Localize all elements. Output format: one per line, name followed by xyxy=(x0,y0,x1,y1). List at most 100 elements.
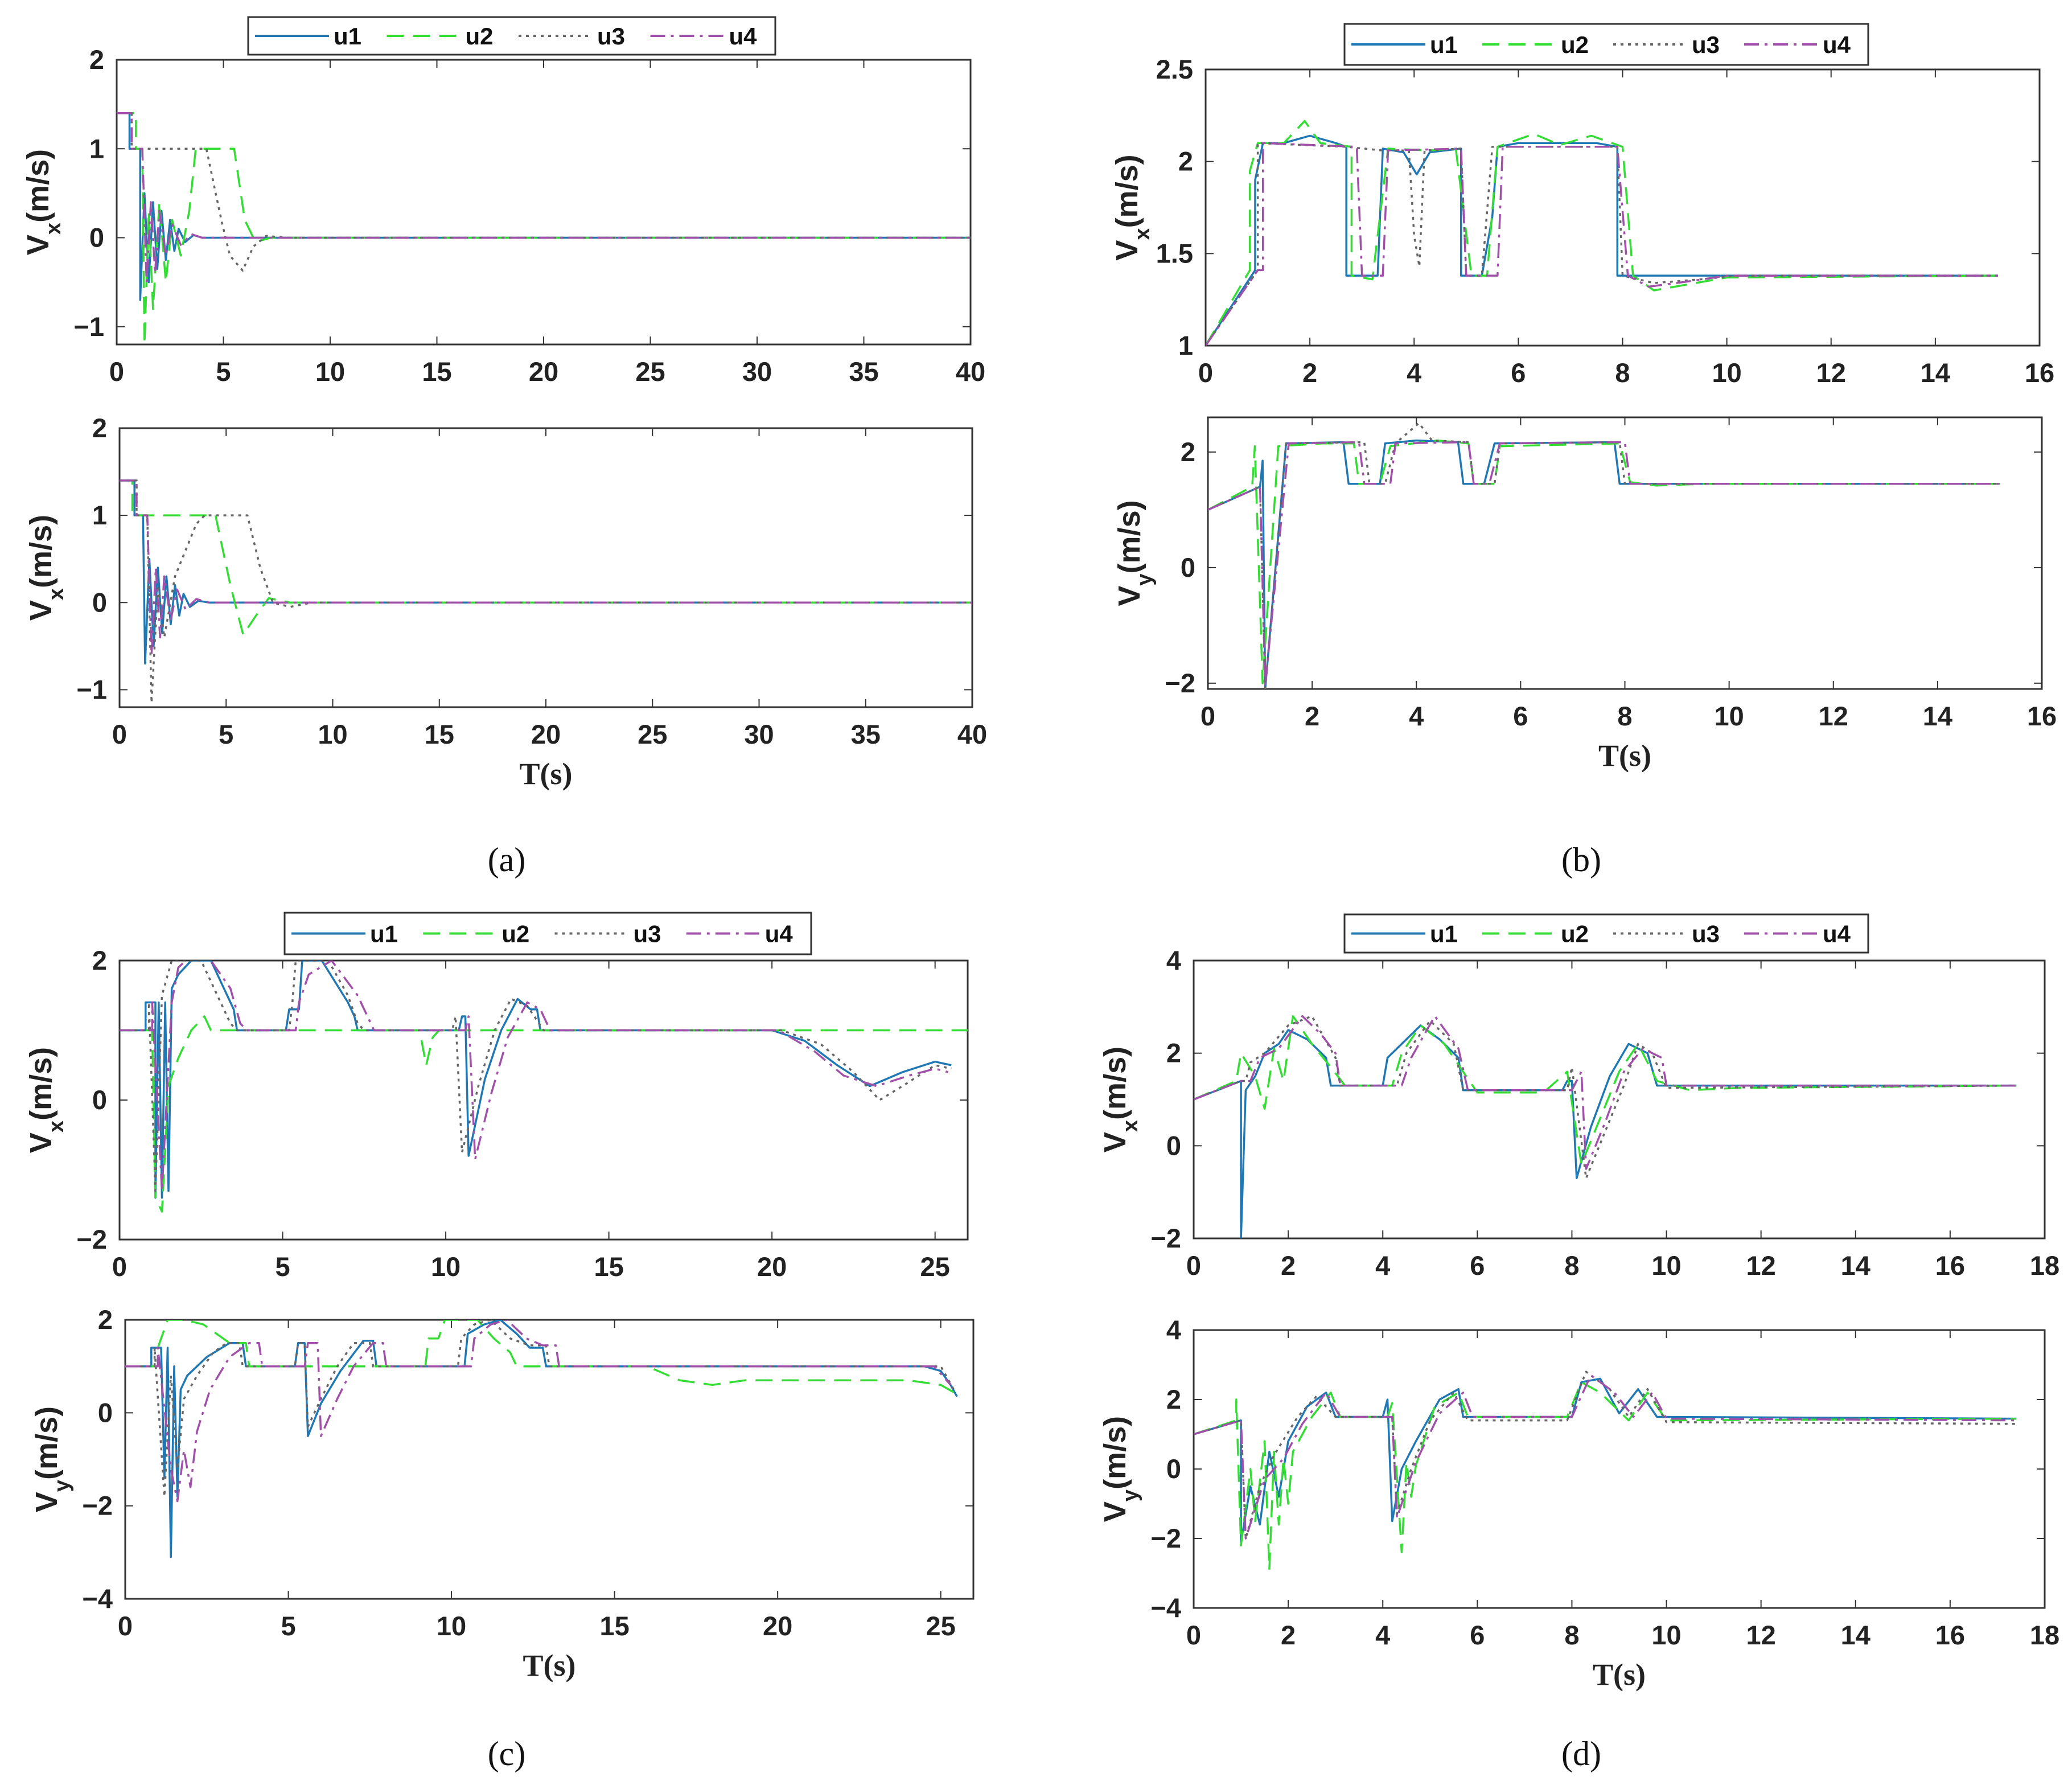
y-tick-label: −2 xyxy=(1165,668,1195,698)
x-tick-label: 20 xyxy=(529,356,558,387)
x-axis-label: T(s) xyxy=(523,1648,576,1683)
plot-area xyxy=(1193,1329,2046,1609)
y-tick-label: 1 xyxy=(1178,330,1193,360)
y-axis-label-unit: (m/s) xyxy=(1110,154,1144,228)
series-line-u4 xyxy=(1208,441,2000,687)
y-axis-label-main: V xyxy=(1110,240,1144,261)
x-tick-label: 10 xyxy=(1714,701,1744,731)
y-tick-label: 2 xyxy=(92,945,107,975)
x-tick-label: 12 xyxy=(1816,358,1846,388)
x-tick-label: 12 xyxy=(1746,1250,1776,1281)
legend: u1 u2 u3 u4 xyxy=(283,912,812,955)
y-tick-label: 1 xyxy=(92,500,107,530)
y-tick-label: 0 xyxy=(92,1085,107,1115)
series-line-u2 xyxy=(120,1015,968,1213)
x-tick-label: 12 xyxy=(1819,701,1848,731)
x-tick-label: 0 xyxy=(112,1252,127,1282)
series-group xyxy=(117,112,971,344)
x-tick-label: 16 xyxy=(2025,358,2054,388)
series-line-u2 xyxy=(120,479,972,636)
y-tick-label: 2 xyxy=(92,413,107,443)
x-tick-label: 10 xyxy=(318,719,347,749)
y-axis-label: Vy(m/s) xyxy=(1112,500,1157,606)
y-axis-label-sub: y xyxy=(1133,573,1157,585)
y-tick-label: −2 xyxy=(1150,1223,1181,1253)
legend: u1 u2 u3 u4 xyxy=(1343,23,1869,66)
y-tick-label: 0 xyxy=(1166,1130,1181,1160)
y-tick-label: 4 xyxy=(1166,945,1181,975)
x-axis-label: T(s) xyxy=(1593,1657,1646,1692)
x-tick-label: 10 xyxy=(431,1252,461,1282)
x-tick-label: 0 xyxy=(1186,1250,1201,1281)
x-tick-label: 12 xyxy=(1746,1620,1776,1650)
y-axis-label-main: V xyxy=(24,600,58,621)
y-tick-label: −2 xyxy=(76,1224,107,1254)
legend-label-u4: u4 xyxy=(729,23,758,50)
legend-label-u4: u4 xyxy=(1823,31,1851,58)
series-line-u3 xyxy=(125,1320,955,1498)
x-tick-label: 2 xyxy=(1281,1250,1296,1281)
x-tick-label: 10 xyxy=(315,356,345,387)
x-tick-label: 4 xyxy=(1409,701,1424,731)
x-tick-label: 8 xyxy=(1617,701,1632,731)
y-tick-label: −2 xyxy=(82,1491,113,1521)
plot-area xyxy=(118,427,973,708)
y-axis-label-sub: x xyxy=(1130,228,1154,240)
x-tick-label: 40 xyxy=(956,356,985,387)
y-axis-label-unit: (m/s) xyxy=(1098,1416,1132,1490)
y-tick-label: 0 xyxy=(92,587,107,617)
y-axis-label-unit: (m/s) xyxy=(21,149,55,223)
x-tick-label: 0 xyxy=(118,1611,133,1641)
x-tick-label: 6 xyxy=(1511,358,1526,388)
legend-label-u1: u1 xyxy=(334,23,361,50)
y-axis-label: Vx(m/s) xyxy=(24,515,68,621)
x-tick-label: 30 xyxy=(744,719,774,749)
series-line-u1 xyxy=(125,1320,958,1558)
x-tick-label: 15 xyxy=(599,1611,629,1641)
x-tick-label: 2 xyxy=(1302,358,1317,388)
x-tick-label: 14 xyxy=(1921,358,1950,388)
x-tick-label: 2 xyxy=(1281,1620,1296,1650)
y-tick-label: −4 xyxy=(82,1583,113,1614)
y-tick-label: 0 xyxy=(98,1397,113,1427)
x-tick-label: 10 xyxy=(1712,358,1741,388)
x-tick-label: 0 xyxy=(1201,701,1215,731)
y-tick-label: −1 xyxy=(76,674,107,704)
y-axis-label-unit: (m/s) xyxy=(30,1406,64,1480)
x-tick-label: 20 xyxy=(763,1611,792,1641)
panel-c2: 0 5 10 15 20 25 −4 −2 0 2 Vy(m/s) T(s) xyxy=(30,1304,975,1683)
caption-c: (c) xyxy=(488,1735,526,1772)
y-tick-label: 2 xyxy=(1166,1384,1181,1414)
x-tick-label: 0 xyxy=(109,356,124,387)
x-tick-label: 40 xyxy=(957,719,987,749)
x-tick-label: 16 xyxy=(1935,1620,1965,1650)
plot-area xyxy=(1204,68,2041,347)
x-tick-label: 4 xyxy=(1375,1250,1390,1281)
series-line-u3 xyxy=(1194,1371,2017,1540)
legend-label-u2: u2 xyxy=(466,23,494,50)
y-axis-label-sub: x xyxy=(1119,1120,1142,1132)
y-axis-label: Vx(m/s) xyxy=(1110,154,1154,260)
series-line-u4 xyxy=(1206,142,1998,346)
series-line-u1 xyxy=(1194,1377,2017,1543)
y-axis-label-unit: (m/s) xyxy=(24,515,58,588)
y-tick-label: 4 xyxy=(1166,1315,1181,1345)
x-tick-label: 25 xyxy=(920,1252,950,1282)
y-tick-label: 0 xyxy=(1166,1454,1181,1484)
x-tick-label: 20 xyxy=(531,719,561,749)
y-tick-label: 2 xyxy=(89,44,104,75)
y-axis-label-sub: x xyxy=(44,1121,68,1133)
x-tick-label: 15 xyxy=(425,719,454,749)
caption-b: (b) xyxy=(1561,841,1601,879)
x-tick-label: 10 xyxy=(1651,1250,1681,1281)
y-tick-label: −2 xyxy=(1150,1523,1181,1553)
x-tick-label: 5 xyxy=(275,1252,290,1282)
series-line-u4 xyxy=(1194,1374,2017,1540)
y-tick-label: 2 xyxy=(1178,146,1193,177)
series-line-u4 xyxy=(120,479,972,656)
series-line-u3 xyxy=(120,961,952,1192)
y-axis-label-main: V xyxy=(1112,586,1146,606)
